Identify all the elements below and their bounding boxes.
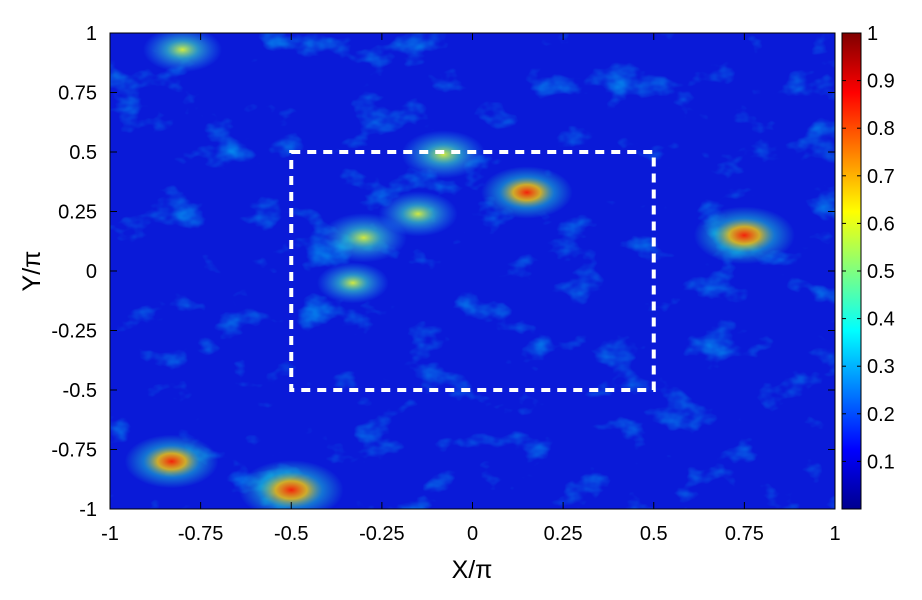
colorbar-tick-label: 1 — [867, 23, 878, 45]
hotspot — [142, 33, 223, 73]
y-tick-label: -0.25 — [51, 321, 97, 343]
colorbar-tick-label: 0.3 — [867, 356, 895, 378]
hotspot — [238, 460, 344, 509]
y-tick-label: 1 — [86, 23, 97, 45]
x-tick-label: 0 — [467, 523, 478, 545]
hotspot — [316, 262, 389, 304]
colorbar-tick-label: 0.8 — [867, 118, 895, 140]
y-tick-label: 0.25 — [58, 202, 97, 224]
colorbar-tick-label: 0.2 — [867, 404, 895, 426]
heatmap-field — [110, 33, 835, 509]
x-axis: -1 -0.75 -0.5 -0.25 0 0.25 0.5 0.75 1 — [101, 33, 841, 545]
y-tick-label: 0.5 — [69, 142, 97, 164]
y-tick-label: 0 — [86, 261, 97, 283]
x-axis-label: X/π — [452, 556, 493, 584]
x-tick-label: 0.5 — [640, 523, 668, 545]
y-tick-label: -0.5 — [63, 380, 97, 402]
x-tick-label: 0.25 — [544, 523, 583, 545]
heatmap-texture — [110, 33, 835, 509]
colorbar-ticks: 0.1 0.2 0.3 0.4 0.5 0.6 0.7 0.8 0.9 1 — [842, 23, 895, 473]
colorbar-tick-label: 0.9 — [867, 71, 895, 93]
hotspot — [693, 206, 795, 265]
hotspot — [481, 166, 573, 219]
y-tick-label: 0.75 — [58, 83, 97, 105]
x-tick-label: -0.25 — [359, 523, 405, 545]
x-tick-label: -0.5 — [274, 523, 308, 545]
colorbar-tick-label: 0.6 — [867, 213, 895, 235]
y-tick-label: -1 — [79, 499, 97, 521]
hotspot-layer — [124, 33, 795, 509]
colorbar-tick-label: 0.4 — [867, 309, 895, 331]
x-tick-label: 0.75 — [725, 523, 764, 545]
y-axis-label: Y/π — [18, 251, 46, 292]
hotspot — [124, 434, 219, 489]
y-tick-label: -0.75 — [51, 440, 97, 462]
hotspot — [401, 130, 486, 179]
x-tick-label: -1 — [101, 523, 119, 545]
x-tick-label: 1 — [829, 523, 840, 545]
hotspot — [378, 191, 458, 237]
colorbar-tick-label: 0.7 — [867, 166, 895, 188]
colorbar: 0.1 0.2 0.3 0.4 0.5 0.6 0.7 0.8 0.9 1 — [841, 23, 895, 510]
x-tick-label: -0.75 — [178, 523, 224, 545]
dashed-region-box — [289, 150, 656, 392]
y-axis: -1 -0.75 -0.5 -0.25 0 0.25 0.5 0.75 1 — [51, 23, 835, 521]
colorbar-tick-label: 0.1 — [867, 451, 895, 473]
colorbar-tick-label: 0.5 — [867, 261, 895, 283]
